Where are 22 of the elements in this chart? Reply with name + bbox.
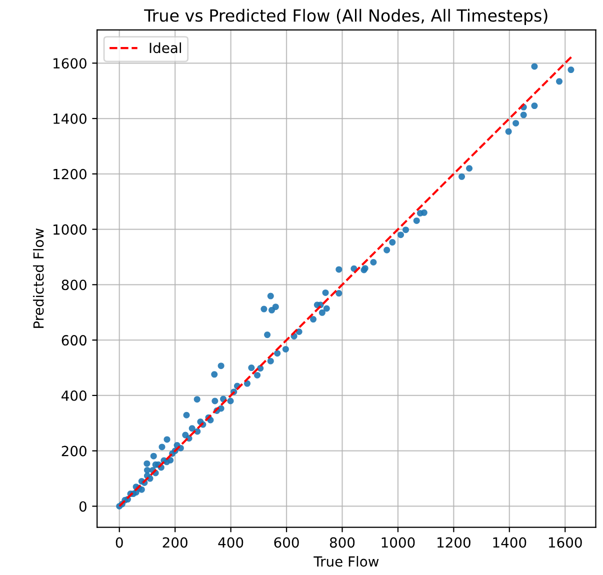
x-tick-label: 600	[274, 537, 299, 548]
x-tick-label: 1000	[382, 537, 415, 548]
y-tick-label: 1400	[54, 113, 86, 124]
legend-label: Ideal	[150, 42, 181, 54]
y-tick-label: 800	[62, 280, 86, 290]
x-tick-label: 400	[218, 537, 244, 548]
y-tick-label: 400	[62, 390, 86, 401]
y-axis-title: Predicted Flow	[33, 228, 44, 328]
y-tick-label: 0	[79, 501, 86, 512]
x-tick-label: 1400	[493, 537, 526, 548]
y-tick-label: 1000	[54, 224, 86, 235]
y-tick-label: 200	[62, 446, 86, 456]
x-tick-label: 0	[116, 537, 123, 548]
chart-title: True vs Predicted Flow (All Nodes, All Timesteps)	[144, 8, 548, 26]
x-tick-label: 1600	[548, 537, 582, 548]
x-axis-title: True Flow	[314, 556, 379, 567]
x-tick-label: 800	[330, 537, 355, 548]
y-tick-label: 1600	[54, 58, 86, 69]
y-tick-label: 1200	[54, 168, 86, 180]
x-tick-label: 1200	[438, 537, 470, 548]
x-tick-label: 200	[162, 537, 188, 548]
y-tick-label: 600	[62, 335, 86, 346]
